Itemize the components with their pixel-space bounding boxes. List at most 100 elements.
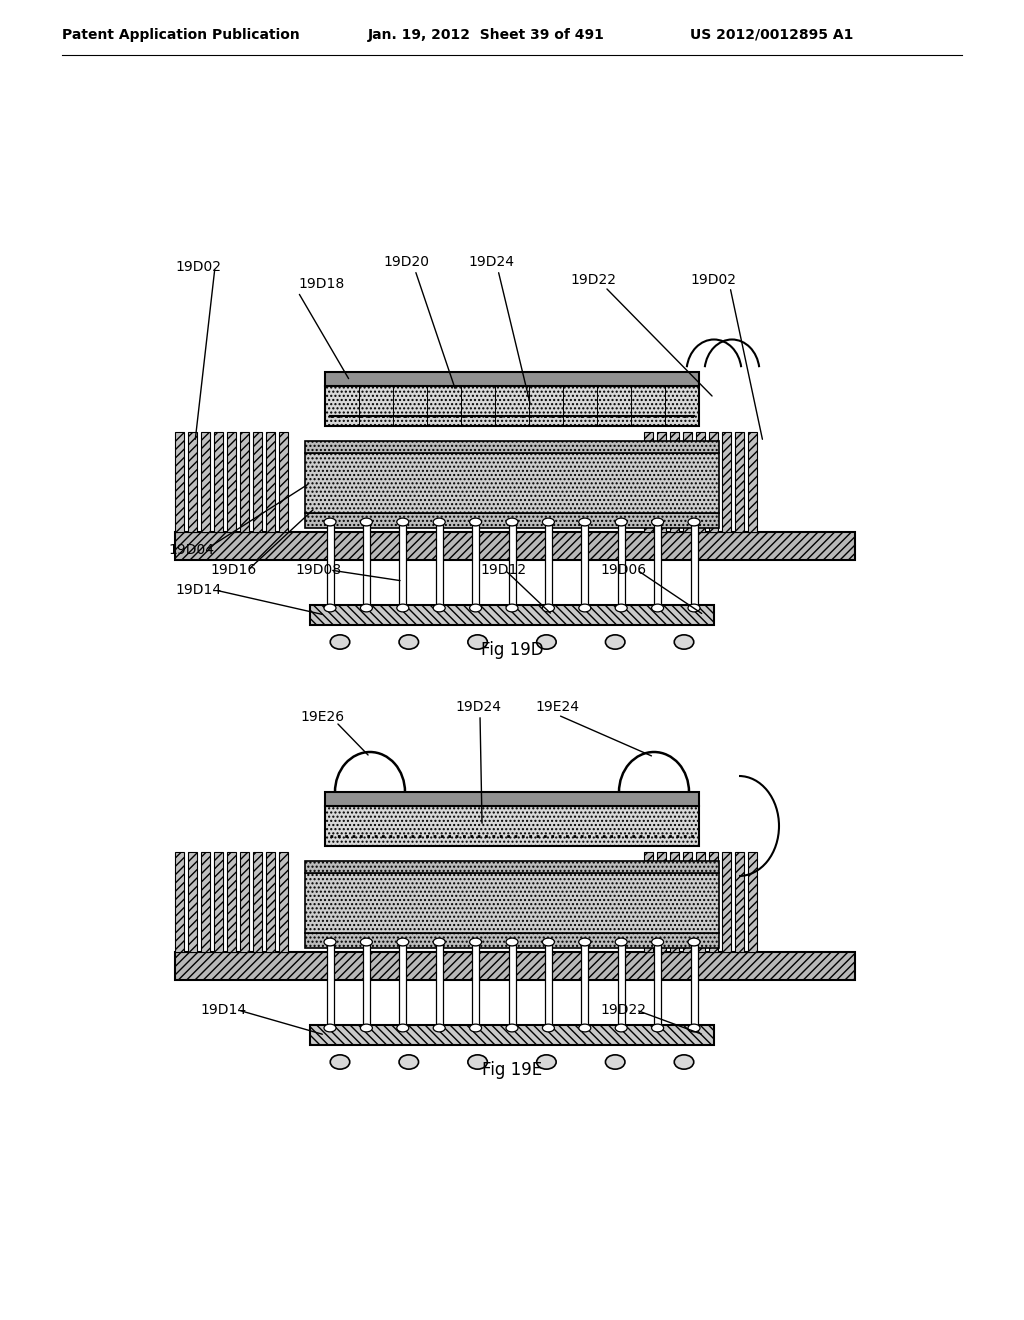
Bar (748, 851, 757, 952)
Bar (214, 432, 223, 532)
Ellipse shape (331, 1055, 350, 1069)
Text: 19D14: 19D14 (200, 1003, 246, 1016)
Ellipse shape (688, 939, 700, 946)
Bar (325, 372, 699, 385)
Bar (240, 432, 249, 532)
Bar (175, 532, 855, 560)
Ellipse shape (397, 605, 409, 612)
Ellipse shape (543, 939, 554, 946)
Ellipse shape (399, 635, 419, 649)
Bar (201, 432, 210, 532)
Bar (617, 945, 625, 1026)
Ellipse shape (579, 1024, 591, 1032)
Ellipse shape (506, 605, 518, 612)
Text: 19D02: 19D02 (690, 273, 736, 286)
Bar (735, 851, 744, 952)
Ellipse shape (397, 1024, 409, 1032)
Bar (227, 851, 236, 952)
Bar (509, 525, 515, 605)
Bar (722, 851, 731, 952)
Ellipse shape (324, 605, 336, 612)
Ellipse shape (470, 517, 481, 525)
Bar (545, 945, 552, 1026)
Ellipse shape (605, 1055, 625, 1069)
Bar (214, 851, 223, 952)
Ellipse shape (506, 517, 518, 525)
Ellipse shape (360, 1024, 373, 1032)
Text: 19D18: 19D18 (298, 277, 344, 290)
Bar (399, 525, 407, 605)
Bar (362, 945, 370, 1026)
Bar (722, 432, 731, 532)
Bar (253, 851, 262, 952)
Ellipse shape (543, 517, 554, 525)
Bar (545, 525, 552, 605)
Bar (279, 851, 288, 952)
Text: 19D22: 19D22 (600, 1003, 646, 1016)
Ellipse shape (397, 939, 409, 946)
Bar (201, 851, 210, 952)
Bar (305, 933, 719, 948)
Text: 19D08: 19D08 (295, 564, 341, 577)
Ellipse shape (651, 605, 664, 612)
Bar (266, 432, 275, 532)
Bar (670, 432, 679, 532)
Ellipse shape (615, 605, 627, 612)
Bar (253, 432, 262, 532)
Ellipse shape (674, 1055, 693, 1069)
Bar (325, 385, 699, 426)
Ellipse shape (615, 1024, 627, 1032)
Bar (310, 605, 714, 624)
Ellipse shape (651, 939, 664, 946)
Bar (399, 945, 407, 1026)
Bar (654, 525, 662, 605)
Bar (709, 432, 718, 532)
Bar (690, 945, 697, 1026)
Ellipse shape (468, 635, 487, 649)
Ellipse shape (543, 1024, 554, 1032)
Bar (657, 851, 666, 952)
Ellipse shape (579, 605, 591, 612)
Text: 19D24: 19D24 (455, 700, 501, 714)
Ellipse shape (543, 605, 554, 612)
Text: 19D24: 19D24 (468, 255, 514, 269)
Text: 19E24: 19E24 (535, 700, 579, 714)
Bar (310, 1026, 714, 1045)
Bar (305, 861, 719, 873)
Ellipse shape (688, 1024, 700, 1032)
Bar (175, 851, 184, 952)
Ellipse shape (433, 517, 445, 525)
Bar (240, 851, 249, 952)
Bar (683, 432, 692, 532)
Bar (690, 525, 697, 605)
Bar (175, 952, 855, 979)
Text: Jan. 19, 2012  Sheet 39 of 491: Jan. 19, 2012 Sheet 39 of 491 (368, 28, 605, 42)
Bar (435, 525, 442, 605)
Bar (709, 851, 718, 952)
Ellipse shape (651, 1024, 664, 1032)
Ellipse shape (399, 1055, 419, 1069)
Bar (279, 432, 288, 532)
Text: Fig 19D: Fig 19D (480, 642, 544, 659)
Bar (509, 945, 515, 1026)
Text: 19D02: 19D02 (175, 260, 221, 275)
Ellipse shape (688, 517, 700, 525)
Ellipse shape (324, 939, 336, 946)
Bar (188, 432, 197, 532)
Bar (696, 432, 705, 532)
Ellipse shape (360, 939, 373, 946)
Ellipse shape (506, 939, 518, 946)
Bar (327, 525, 334, 605)
Text: 19D20: 19D20 (383, 255, 429, 269)
Ellipse shape (688, 605, 700, 612)
Ellipse shape (579, 517, 591, 525)
Text: 19D04: 19D04 (168, 543, 214, 557)
Ellipse shape (506, 1024, 518, 1032)
Ellipse shape (470, 939, 481, 946)
Bar (227, 432, 236, 532)
Bar (305, 453, 719, 513)
Ellipse shape (360, 517, 373, 525)
Text: 19D22: 19D22 (570, 273, 616, 286)
Ellipse shape (605, 635, 625, 649)
Bar (644, 432, 653, 532)
